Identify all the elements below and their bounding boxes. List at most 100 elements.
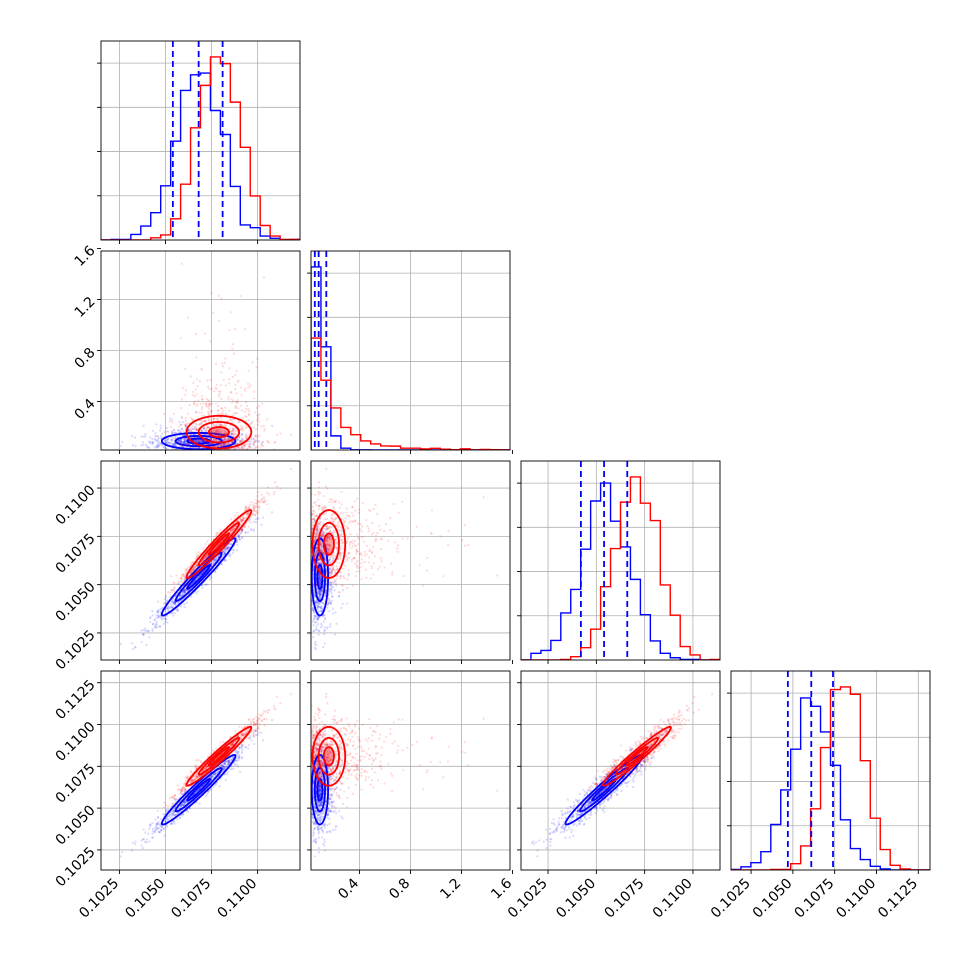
scatter-point	[315, 546, 318, 549]
scatter-point	[314, 553, 317, 556]
scatter-point	[199, 403, 202, 406]
scatter-point	[226, 443, 229, 446]
scatter-point	[192, 568, 195, 571]
scatter-point	[260, 493, 263, 496]
scatter-point	[312, 521, 315, 524]
scatter-point	[148, 446, 151, 449]
scatter-point	[153, 446, 156, 449]
scatter-point	[323, 505, 326, 508]
scatter-point	[317, 574, 321, 577]
scatter-point	[174, 431, 177, 434]
scatter-point	[184, 393, 187, 396]
scatter-point	[201, 440, 204, 443]
scatter-point	[239, 517, 242, 520]
scatter-point	[325, 571, 328, 574]
scatter-point	[210, 410, 213, 413]
scatter-point	[183, 439, 186, 443]
scatter-point	[213, 429, 216, 432]
scatter-point	[201, 406, 204, 409]
scatter-point	[338, 591, 342, 594]
scatter-point	[236, 520, 239, 523]
scatter-point	[249, 528, 252, 531]
scatter-point	[235, 447, 238, 450]
scatter-point	[254, 435, 257, 438]
scatter-point	[217, 423, 220, 426]
scatter-point	[215, 430, 218, 433]
scatter-point	[188, 428, 191, 431]
scatter-point	[242, 516, 245, 520]
scatter-point	[184, 573, 187, 576]
scatter-point	[196, 565, 199, 568]
scatter-point	[311, 517, 314, 521]
scatter-point	[369, 509, 372, 512]
scatter-point	[220, 407, 223, 410]
scatter-point	[320, 590, 323, 593]
scatter-point	[321, 532, 325, 535]
scatter-point	[347, 551, 350, 554]
scatter-point	[151, 437, 154, 441]
scatter-point	[318, 579, 321, 582]
scatter-point	[353, 557, 356, 560]
scatter-point	[314, 621, 317, 624]
scatter-point	[249, 384, 252, 387]
scatter-point	[200, 439, 203, 442]
scatter-point	[155, 614, 158, 617]
scatter-point	[255, 502, 258, 506]
scatter-point	[254, 521, 258, 524]
scatter-point	[183, 440, 186, 443]
scatter-point	[243, 445, 246, 448]
scatter-point	[341, 584, 344, 587]
scatter-point	[311, 608, 314, 611]
scatter-point	[314, 640, 317, 644]
scatter-point	[319, 542, 322, 545]
scatter-point	[235, 541, 239, 544]
scatter-point	[201, 586, 204, 589]
scatter-point	[158, 625, 161, 628]
scatter-point	[178, 440, 181, 443]
scatter-point	[370, 551, 374, 554]
scatter-point	[336, 574, 339, 578]
scatter-point	[318, 590, 321, 593]
scatter-point	[339, 571, 342, 574]
scatter-point	[312, 606, 315, 609]
scatter-point	[232, 414, 235, 417]
scatter-point	[219, 431, 223, 434]
scatter-point	[319, 595, 322, 598]
scatter-point	[201, 440, 205, 443]
scatter-point	[142, 633, 145, 636]
scatter-point	[313, 617, 316, 620]
scatter-point	[217, 408, 220, 412]
scatter-point	[243, 444, 246, 447]
scatter-point	[192, 401, 196, 405]
scatter-point	[447, 544, 450, 547]
scatter-point	[206, 379, 209, 382]
scatter-point	[328, 600, 331, 603]
scatter-point	[200, 367, 203, 370]
scatter-point	[202, 439, 205, 443]
y-tick-label-0: 0.1025	[53, 627, 99, 673]
scatter-point	[226, 546, 229, 549]
scatter-point	[317, 558, 321, 561]
scatter-point	[389, 517, 392, 520]
contour-level-2	[185, 414, 253, 450]
scatter-point	[252, 507, 256, 511]
scatter-point	[206, 540, 209, 543]
scatter-point	[321, 615, 324, 618]
scatter-point	[245, 434, 248, 437]
scatter-point	[311, 603, 314, 606]
scatter-point	[384, 523, 388, 526]
scatter-point	[237, 446, 241, 449]
scatter-point	[320, 562, 323, 565]
scatter-point	[260, 500, 263, 503]
scatter-point	[240, 529, 243, 533]
scatter-point	[149, 616, 152, 619]
scatter-point	[314, 647, 318, 651]
scatter-point	[236, 520, 239, 523]
scatter-point	[319, 606, 322, 609]
contour-level-1	[174, 435, 223, 448]
scatter-point	[328, 543, 331, 546]
scatter-point	[201, 420, 204, 423]
scatter-point	[221, 407, 224, 410]
scatter-point	[193, 426, 197, 429]
scatter-point	[140, 444, 143, 447]
